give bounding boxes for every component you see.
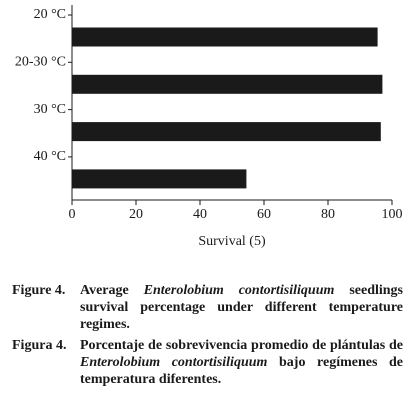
x-axis-label: Survival (5) [198, 234, 266, 249]
x-tick-label: 20 [129, 207, 143, 222]
caption-label: Figure 4. [12, 283, 66, 298]
caption-part: bajo regímenes de temperatura diferentes… [80, 355, 404, 387]
caption-en: Figure 4. Average Enterolobium contortis… [12, 282, 403, 333]
y-tick-label: 20 °C [34, 7, 66, 22]
caption-text: Average Enterolobium contortisiliquum se… [80, 282, 403, 333]
caption-part: Average [80, 283, 144, 298]
x-tick-label: 40 [193, 207, 207, 222]
caption-part: seedlings survival percentage under diff… [80, 283, 403, 332]
x-tick-label: 0 [69, 207, 76, 222]
chart: Survival (5) 0 20 40 60 80 100 20 °C 20-30 °C 30… [15, 5, 403, 249]
caption-part: Porcentaje de sobrevivencia promedio de … [80, 338, 403, 353]
x-tick-label: 60 [257, 207, 271, 222]
y-tick-label: 30 °C [34, 102, 66, 117]
caption-italic: Enterolobium contortisiliquum [80, 355, 268, 370]
bar [72, 74, 383, 94]
caption-text: Porcentaje de sobrevivencia promedio de … [80, 337, 403, 388]
x-tick-label: 100 [382, 207, 403, 222]
y-tick-label: 20-30 °C [15, 55, 66, 70]
caption-italic: Enterolobium contortisiliquum [143, 283, 335, 298]
x-tick-label: 80 [321, 207, 335, 222]
y-tick-label: 40 °C [34, 149, 66, 164]
bar [72, 122, 381, 142]
caption-label: Figura 4. [12, 338, 67, 353]
bar [72, 27, 378, 47]
bar [72, 169, 247, 189]
caption-es: Figura 4. Porcentaje de sobrevivencia pr… [12, 337, 403, 388]
